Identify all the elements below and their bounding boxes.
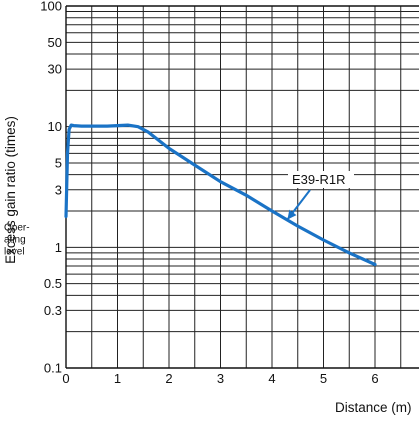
annotation-layer: E39-R1R (286, 171, 354, 221)
x-axis-title: Distance (m) (335, 400, 412, 415)
x-tick-label: 6 (371, 371, 378, 386)
x-tick-label: 0 (62, 371, 69, 386)
x-tick-label: 3 (217, 371, 224, 386)
y-tick-label: 1 (55, 240, 62, 255)
y-tick-label: 5 (55, 155, 62, 170)
y-tick-label: 0.5 (44, 276, 62, 291)
y-tick-label: 10 (48, 119, 62, 134)
operating-level-text: level (4, 246, 25, 257)
series-layer (64, 123, 377, 267)
y-tick-label: 100 (40, 0, 62, 14)
y-tick-label: 0.1 (44, 361, 62, 376)
x-tick-labels: 0 1 2 3 4 5 6 (62, 371, 378, 386)
x-tick-label: 1 (114, 371, 121, 386)
y-tick-label: 0.3 (44, 303, 62, 318)
y-tick-label: 50 (48, 35, 62, 50)
operating-level-text: ating (4, 234, 26, 245)
annotation-label: E39-R1R (292, 172, 345, 187)
annotation-box (288, 171, 354, 188)
x-tick-label: 5 (320, 371, 327, 386)
x-tick-label: 2 (165, 371, 172, 386)
annotation-arrowhead (287, 209, 297, 220)
y-axis-title: Excess gain ratio (times) (3, 116, 18, 264)
operating-level-text: Oper- (4, 222, 30, 233)
series-line-e39-r1r (64, 123, 377, 267)
x-tick-label: 4 (268, 371, 275, 386)
y-tick-label: 3 (55, 182, 62, 197)
grid-lines (66, 6, 419, 369)
y-tick-labels: 0.1 0.3 0.5 1 3 5 10 30 50 100 (40, 0, 62, 376)
y-tick-label: 30 (48, 62, 62, 77)
